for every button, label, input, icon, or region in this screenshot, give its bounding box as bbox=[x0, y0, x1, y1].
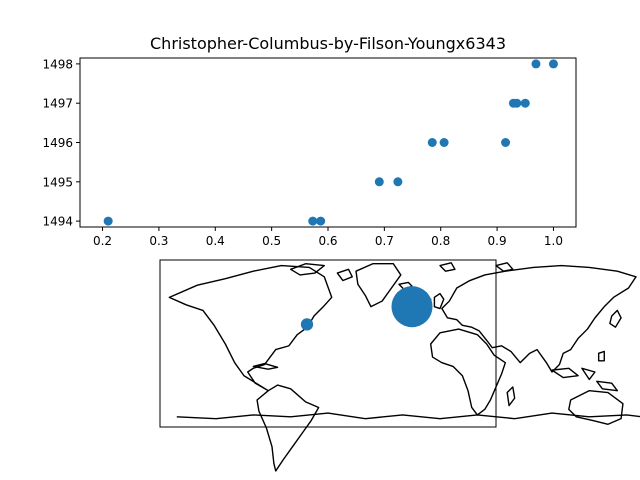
y-tick-label: 1497 bbox=[42, 97, 73, 111]
scatter-point bbox=[520, 98, 530, 108]
scatter-points bbox=[103, 59, 558, 226]
scatter-point bbox=[439, 138, 449, 147]
scatter-point bbox=[531, 59, 541, 69]
scatter-chart: Christopher-Columbus-by-Filson-Youngx634… bbox=[42, 34, 577, 248]
map-bubble bbox=[300, 318, 314, 331]
x-tick-label: 0.9 bbox=[488, 234, 507, 248]
x-tick-label: 0.8 bbox=[431, 234, 450, 248]
x-tick-label: 1.0 bbox=[544, 234, 563, 248]
scatter-point bbox=[308, 216, 318, 226]
map-bubble bbox=[391, 286, 433, 328]
scatter-point bbox=[548, 59, 558, 69]
y-axis: 1494 1495 1496 1497 1498 bbox=[42, 57, 80, 229]
scatter-point bbox=[374, 177, 384, 187]
scatter-point bbox=[512, 98, 522, 108]
scatter-point bbox=[501, 138, 511, 147]
scatter-point bbox=[393, 177, 403, 187]
y-tick-label: 1495 bbox=[42, 175, 73, 189]
x-tick-label: 0.5 bbox=[262, 234, 281, 248]
x-tick-label: 0.4 bbox=[206, 234, 225, 248]
y-tick-label: 1496 bbox=[42, 136, 73, 150]
scatter-point bbox=[427, 138, 437, 147]
x-tick-label: 0.2 bbox=[93, 234, 112, 248]
coastlines bbox=[168, 262, 640, 472]
x-tick-label: 0.3 bbox=[149, 234, 168, 248]
map-panel bbox=[168, 262, 640, 472]
map-frame bbox=[159, 259, 497, 428]
x-tick-label: 0.7 bbox=[375, 234, 394, 248]
x-tick-label: 0.6 bbox=[318, 234, 337, 248]
x-axis: 0.2 0.3 0.4 0.5 0.6 0.7 0.8 0.9 1.0 bbox=[93, 227, 563, 248]
y-tick-label: 1494 bbox=[42, 215, 73, 229]
y-tick-label: 1498 bbox=[42, 57, 73, 71]
chart-title: Christopher-Columbus-by-Filson-Youngx634… bbox=[150, 34, 506, 53]
scatter-point bbox=[103, 216, 113, 226]
map-bubbles bbox=[300, 286, 433, 331]
scatter-point bbox=[316, 216, 326, 226]
